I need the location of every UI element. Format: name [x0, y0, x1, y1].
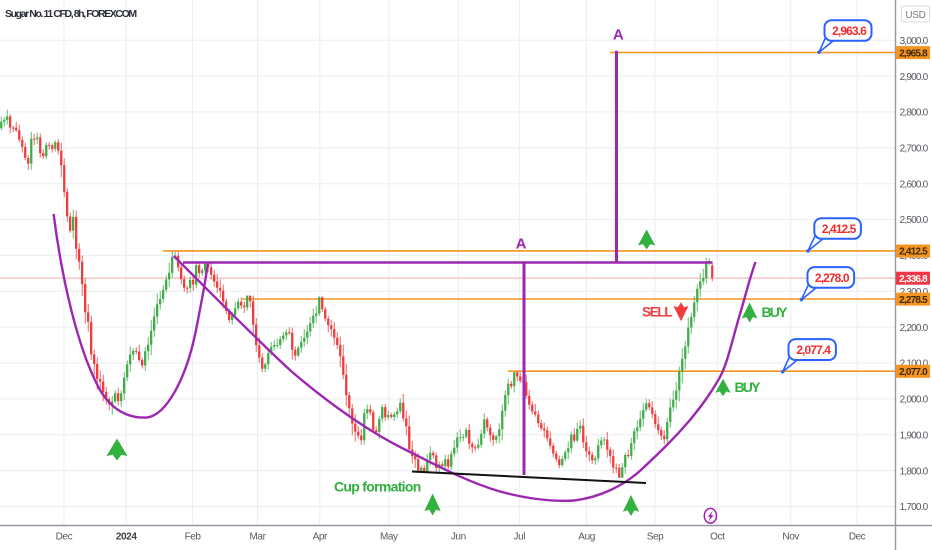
svg-text:USD: USD — [905, 10, 925, 21]
svg-text:Oct: Oct — [710, 532, 725, 543]
svg-text:1,900.0: 1,900.0 — [900, 430, 929, 441]
svg-text:Apr: Apr — [313, 532, 328, 543]
svg-text:1,700.0: 1,700.0 — [900, 502, 929, 513]
svg-text:Sep: Sep — [647, 532, 664, 543]
svg-text:2,412.5: 2,412.5 — [822, 222, 857, 236]
svg-text:2,800.0: 2,800.0 — [900, 108, 929, 119]
svg-text:2,100.0: 2,100.0 — [900, 359, 929, 370]
svg-text:2,077.4: 2,077.4 — [796, 343, 831, 357]
svg-text:2,700.0: 2,700.0 — [900, 144, 929, 155]
svg-text:Sugar No. 11 CFD, 8h, FOREXCOM: Sugar No. 11 CFD, 8h, FOREXCOM — [5, 8, 137, 20]
svg-text:2,300.0: 2,300.0 — [900, 287, 929, 298]
svg-text:2,412.5: 2,412.5 — [899, 247, 928, 258]
svg-text:Nov: Nov — [782, 532, 799, 543]
svg-text:Jul: Jul — [514, 532, 526, 543]
svg-text:Aug: Aug — [578, 532, 595, 543]
svg-text:2,500.0: 2,500.0 — [900, 215, 929, 226]
svg-text:2,900.0: 2,900.0 — [900, 72, 929, 83]
svg-text:A: A — [613, 27, 624, 44]
svg-text:Cup formation: Cup formation — [334, 479, 421, 495]
svg-text:2,278.0: 2,278.0 — [815, 271, 850, 285]
svg-text:Mar: Mar — [249, 532, 266, 543]
svg-text:1,800.0: 1,800.0 — [900, 466, 929, 477]
svg-text:Dec: Dec — [56, 532, 73, 543]
svg-text:Dec: Dec — [849, 532, 866, 543]
svg-text:BUY: BUY — [735, 379, 762, 395]
svg-text:2,965.8: 2,965.8 — [899, 48, 928, 59]
svg-text:2,077.0: 2,077.0 — [899, 367, 928, 378]
svg-text:A: A — [516, 236, 527, 253]
svg-text:BUY: BUY — [762, 304, 789, 320]
svg-text:3,000.0: 3,000.0 — [900, 36, 929, 47]
svg-text:2,600.0: 2,600.0 — [900, 179, 929, 190]
svg-text:2,200.0: 2,200.0 — [900, 323, 929, 334]
svg-text:SELL: SELL — [642, 305, 672, 320]
svg-text:May: May — [380, 532, 398, 543]
svg-text:2,963.6: 2,963.6 — [832, 24, 867, 38]
svg-text:2,000.0: 2,000.0 — [900, 395, 929, 406]
svg-text:2024: 2024 — [116, 532, 137, 543]
svg-text:2,278.5: 2,278.5 — [899, 295, 928, 306]
svg-text:Jun: Jun — [451, 532, 466, 543]
svg-text:2,336.8: 2,336.8 — [899, 274, 928, 285]
svg-text:Feb: Feb — [185, 532, 202, 543]
